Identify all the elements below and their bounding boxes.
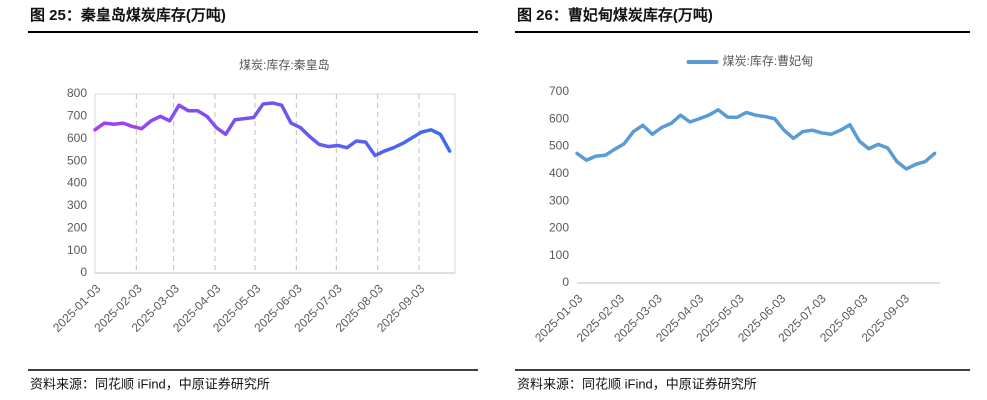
y-tick-label: 400 [67, 176, 87, 190]
y-tick-label: 0 [80, 265, 87, 279]
y-tick-label: 600 [549, 111, 569, 125]
y-tick-label: 300 [67, 198, 87, 212]
line-series [575, 107, 937, 171]
y-tick-label: 200 [549, 221, 569, 235]
y-tick-label: 0 [562, 275, 569, 289]
y-tick-label: 600 [67, 131, 87, 145]
y-tick-label: 800 [67, 86, 87, 100]
y-tick-label: 700 [549, 84, 569, 98]
source: 资料来源：同花顺 iFind，中原证券研究所 [30, 376, 270, 391]
source: 资料来源：同花顺 iFind，中原证券研究所 [517, 376, 757, 391]
line-series [93, 101, 452, 158]
y-tick-label: 500 [549, 139, 569, 153]
y-tick-label: 100 [67, 243, 87, 257]
legend-label: 煤炭:库存:秦皇岛 [239, 57, 330, 72]
y-tick-label: 500 [67, 153, 87, 167]
y-tick-label: 700 [67, 109, 87, 123]
chart-title: 图 25：秦皇岛煤炭库存(万吨) [30, 6, 226, 24]
y-tick-label: 200 [67, 220, 87, 234]
legend-label: 煤炭:库存:曹妃甸 [723, 53, 814, 68]
y-tick-label: 300 [549, 193, 569, 207]
y-tick-label: 400 [549, 166, 569, 180]
y-tick-label: 100 [549, 248, 569, 262]
chart-title: 图 26：曹妃甸煤炭库存(万吨) [517, 6, 713, 24]
